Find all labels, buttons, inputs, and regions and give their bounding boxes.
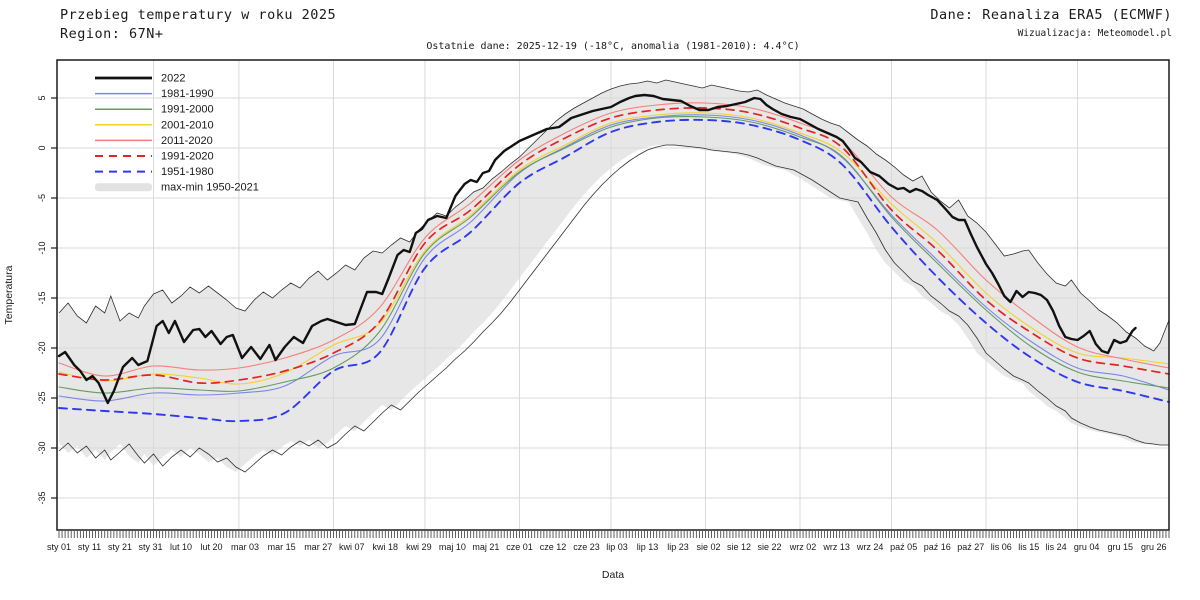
band-max-outline xyxy=(58,79,1170,352)
x-tick-label: cze 23 xyxy=(573,542,600,552)
x-tick-label: kwi 18 xyxy=(373,542,399,552)
y-tick-label: -5 xyxy=(37,194,47,202)
x-tick-label: lip 03 xyxy=(606,542,628,552)
x-tick-label: kwi 07 xyxy=(339,542,365,552)
band-maxmin-fill xyxy=(59,80,1169,472)
legend-label-2001-2010: 2001-2010 xyxy=(161,119,214,131)
legend-label-1991-2000: 1991-2000 xyxy=(161,104,214,116)
legend-label-max-min-1950-2021: max-min 1950-2021 xyxy=(161,182,259,194)
x-tick-label: mar 15 xyxy=(268,542,296,552)
x-tick-label: gru 15 xyxy=(1107,542,1133,552)
x-tick-label: paź 16 xyxy=(924,542,951,552)
y-axis-title: Temperatura xyxy=(3,265,15,324)
y-tick-label: -10 xyxy=(37,241,47,254)
x-tick-label: lip 13 xyxy=(637,542,659,552)
x-tick-label: wrz 02 xyxy=(789,542,817,552)
band-min-outline xyxy=(58,144,1169,473)
y-tick-label: -15 xyxy=(37,291,47,304)
y-tick-label: -35 xyxy=(37,491,47,504)
x-tick-label: mar 03 xyxy=(231,542,259,552)
legend-label-1951-1980: 1951-1980 xyxy=(161,166,214,178)
x-tick-label: lis 06 xyxy=(991,542,1012,552)
credit-label: Wizualizacja: Meteomodel.pl xyxy=(1018,28,1172,39)
page-title: Przebieg temperatury w roku 2025 xyxy=(60,7,336,23)
axes-frame xyxy=(56,59,1170,531)
x-tick-label: cze 01 xyxy=(506,542,533,552)
x-tick-label: maj 21 xyxy=(472,542,499,552)
x-tick-label: sie 22 xyxy=(758,542,782,552)
y-tick-label: -25 xyxy=(37,391,47,404)
series-1991-2000-line xyxy=(58,116,1170,394)
x-tick-label: paź 27 xyxy=(957,542,984,552)
x-tick-label: lut 20 xyxy=(200,542,222,552)
series-2001-2010-line xyxy=(58,112,1170,385)
x-tick-label: paź 05 xyxy=(890,542,917,552)
x-tick-label: wrz 13 xyxy=(822,542,850,552)
y-tick-label: -20 xyxy=(37,341,47,354)
x-tick-label: lip 23 xyxy=(667,542,689,552)
x-tick-label: cze 12 xyxy=(540,542,567,552)
series-1991-2020-line xyxy=(58,107,1170,385)
series-2022-line xyxy=(57,93,1137,405)
x-tick-label: gru 04 xyxy=(1074,542,1100,552)
x-tick-label: lis 24 xyxy=(1046,542,1067,552)
legend-label-1981-1990: 1981-1990 xyxy=(161,88,214,100)
x-tick-label: sty 01 xyxy=(47,542,71,552)
y-tick-label: 5 xyxy=(37,95,47,100)
x-tick-label: lis 15 xyxy=(1018,542,1039,552)
x-tick-label: mar 27 xyxy=(304,542,332,552)
legend-label-2022: 2022 xyxy=(161,73,185,85)
x-tick-label: wrz 24 xyxy=(856,542,884,552)
x-tick-label: kwi 29 xyxy=(406,542,432,552)
legend-label-2011-2020: 2011-2020 xyxy=(161,135,213,147)
x-tick-label: gru 26 xyxy=(1141,542,1167,552)
region-label: Region: 67N+ xyxy=(60,26,164,42)
y-tick-label: 0 xyxy=(37,145,47,150)
x-tick-label: maj 10 xyxy=(439,542,466,552)
x-tick-label: sie 02 xyxy=(697,542,721,552)
x-tick-label: sie 12 xyxy=(727,542,751,552)
y-tick-label: -30 xyxy=(37,441,47,454)
x-axis-title: Data xyxy=(602,569,624,581)
plot-area: 5 0 -5 -10 -15 -20 -25 -30 -35 sty 01 sty 11 sty 21… xyxy=(37,59,1170,552)
series-2011-2020-line xyxy=(58,102,1170,377)
series-1951-1980-line xyxy=(58,118,1170,423)
legend-label-1991-2020: 1991-2020 xyxy=(161,151,214,163)
series-1981-1990-line xyxy=(58,114,1170,402)
legend-swatch-band xyxy=(95,183,152,192)
x-tick-label: sty 31 xyxy=(138,542,162,552)
last-data-subtitle: Ostatnie dane: 2025-12-19 (-18°C, anomal… xyxy=(426,41,799,52)
x-tick-label: sty 11 xyxy=(78,542,101,552)
x-tick-label: lut 10 xyxy=(170,542,192,552)
x-tick-label: sty 21 xyxy=(108,542,132,552)
data-source-label: Dane: Reanaliza ERA5 (ECMWF) xyxy=(930,7,1172,23)
